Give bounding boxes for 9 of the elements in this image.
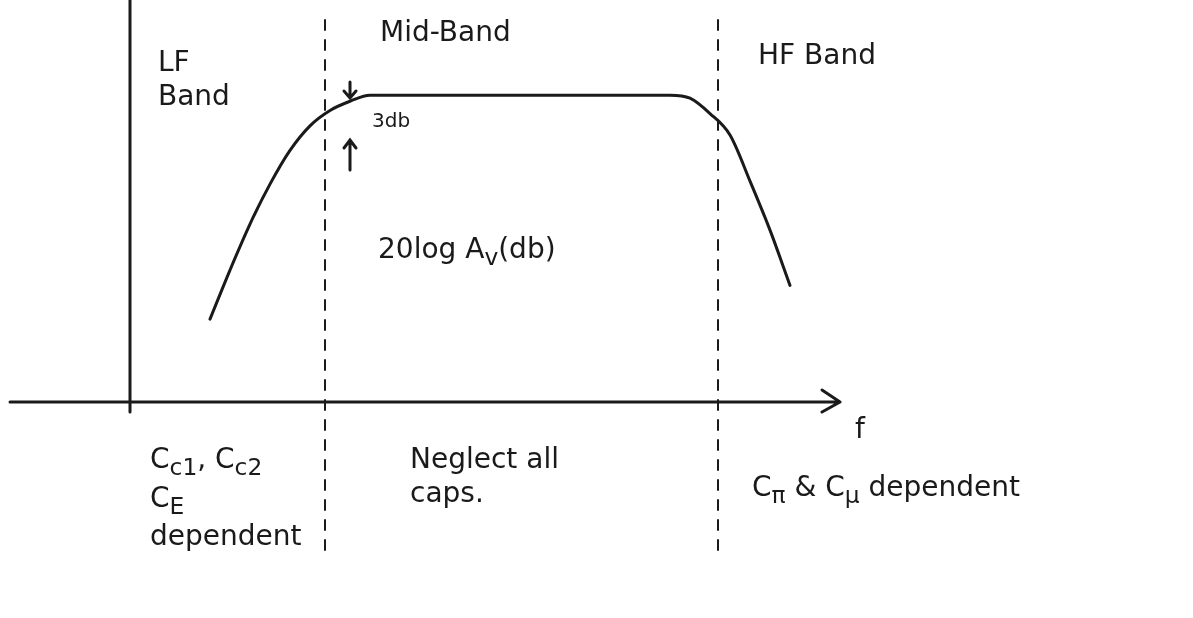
- annotation: LF Band: [158, 45, 231, 113]
- text: C$_{c1}$, C$_{c2}$ C$_{E}$ dependent: [150, 442, 302, 553]
- text: Neglect all caps.: [410, 442, 560, 510]
- text: C$_{π}$ & C$_{μ}$ dependent: [752, 470, 1021, 509]
- text: Mid-Band: [380, 15, 512, 49]
- annotation: 20log A$_{v}$(db): [378, 232, 557, 271]
- annotation: 3db: [372, 108, 412, 132]
- text: HF Band: [758, 38, 877, 72]
- x-axis-title: f: [855, 412, 865, 446]
